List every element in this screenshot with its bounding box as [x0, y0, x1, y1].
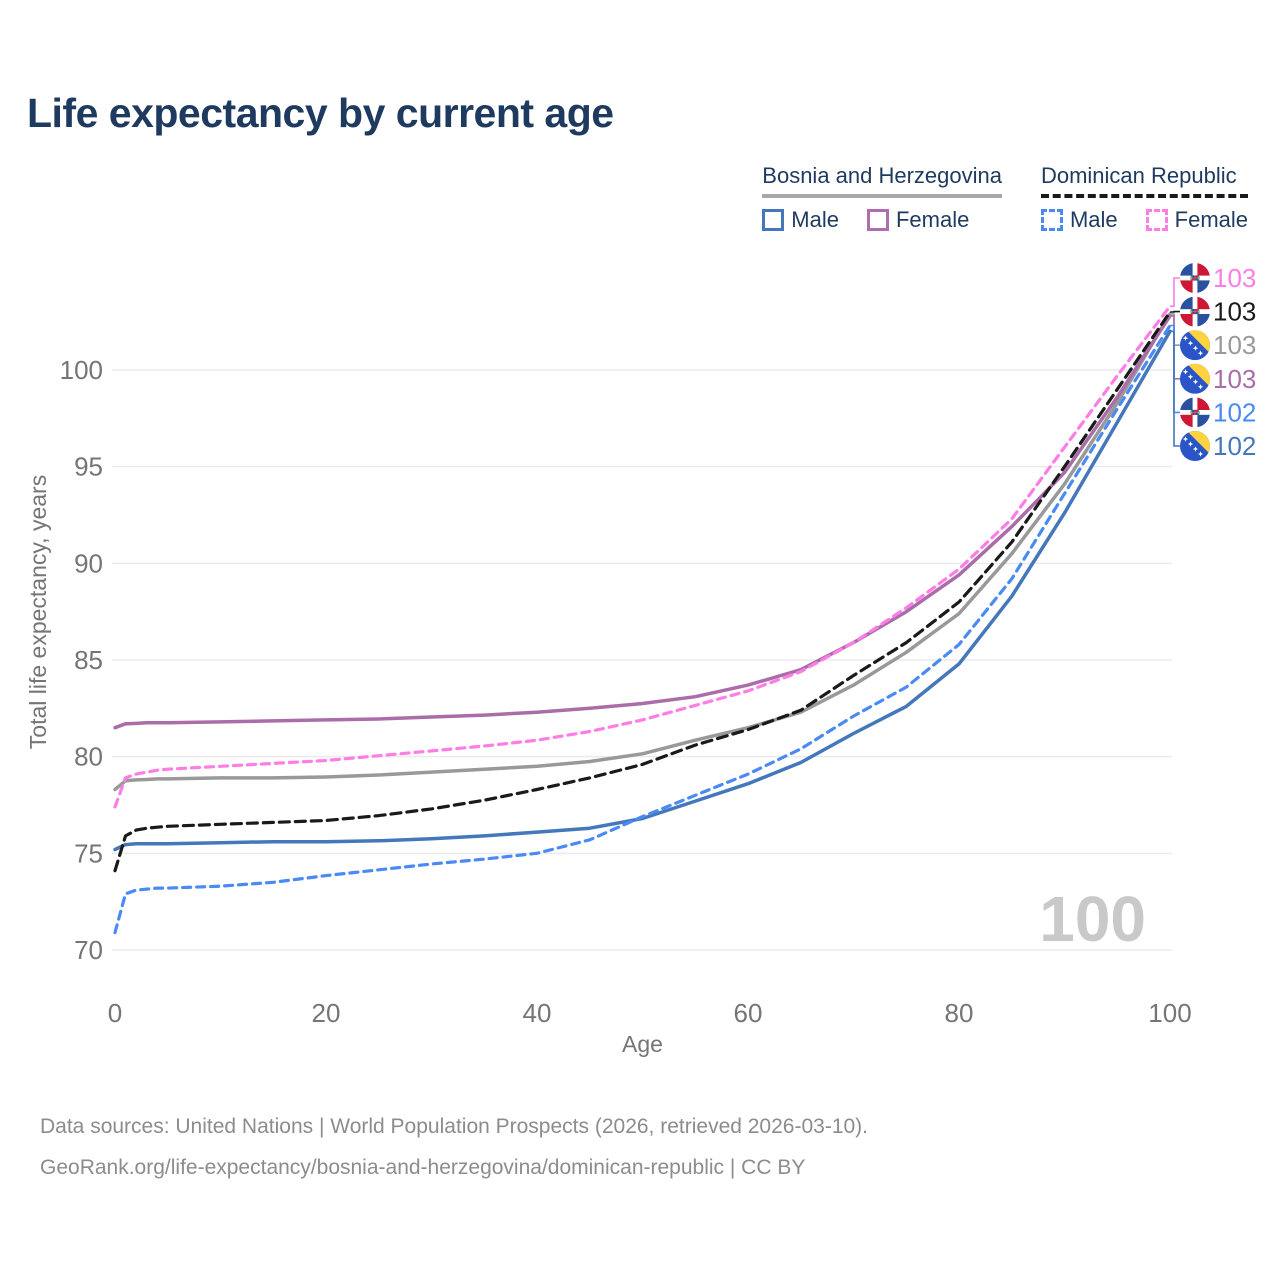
dominican-flag-icon: [1180, 263, 1210, 293]
end-label-leader: [1170, 324, 1180, 414]
y-tick-label: 100: [60, 355, 103, 385]
series-line: [113, 329, 1172, 852]
end-label-leader: [1170, 313, 1180, 346]
legend-item-label: Male: [791, 207, 839, 232]
end-label-leader: [1170, 330, 1180, 447]
legend-item-dominican-male[interactable]: Male: [1040, 207, 1118, 233]
legend-header-dominican[interactable]: Dominican Republic: [1040, 163, 1248, 198]
end-label-leader: [1170, 277, 1180, 307]
x-tick-label: 0: [108, 998, 122, 1028]
dominican-male-swatch-icon: [1040, 209, 1063, 231]
series-line: [113, 323, 1172, 935]
x-tick-label: 60: [734, 998, 763, 1028]
end-value-label: 103: [1213, 297, 1256, 327]
y-tick-label: 80: [74, 742, 103, 772]
y-tick-label: 85: [74, 645, 103, 675]
dominican-flag-icon: [1180, 397, 1210, 428]
dominican-female-swatch-icon: [1145, 209, 1168, 231]
series-line: [113, 304, 1172, 809]
legend-item-dominican-female[interactable]: Female: [1145, 207, 1248, 233]
end-value-label: 102: [1213, 397, 1256, 427]
end-value-label: 103: [1213, 364, 1256, 394]
end-value-label: 103: [1213, 330, 1256, 360]
bosnia-male-swatch-icon: [762, 209, 785, 231]
y-tick-label: 75: [74, 838, 103, 868]
bosnia-flag-icon: [1180, 330, 1210, 361]
x-axis-title: Age: [622, 1031, 663, 1057]
x-tick-label: 20: [312, 998, 341, 1028]
legend-item-label: Female: [895, 207, 970, 232]
age-watermark: 100: [1039, 883, 1146, 955]
legend-group-bosnia: Bosnia and Herzegovina Male Female: [762, 163, 1002, 233]
end-value-label: 102: [1213, 431, 1256, 461]
y-tick-label: 95: [74, 452, 103, 482]
legend-group-dominican: Dominican Republic Male Female: [1040, 163, 1248, 233]
dominican-flag-icon: [1180, 296, 1210, 327]
georank-url[interactable]: GeoRank.org/life-expectancy/bosnia-and-h…: [40, 1156, 806, 1179]
bosnia-flag-icon: [1180, 431, 1210, 461]
legend-item-bosnia-female[interactable]: Female: [866, 207, 970, 233]
data-sources-note: Data sources: United Nations | World Pop…: [40, 1106, 868, 1188]
y-axis-title: Total life expectancy, years: [25, 475, 51, 749]
x-tick-label: 100: [1148, 998, 1191, 1028]
x-tick-label: 40: [523, 998, 552, 1028]
legend-item-bosnia-male[interactable]: Male: [762, 207, 839, 233]
bosnia-female-swatch-icon: [866, 209, 889, 231]
series-line: [113, 314, 1172, 730]
legend-header-bosnia[interactable]: Bosnia and Herzegovina: [762, 163, 1002, 198]
x-tick-label: 80: [945, 998, 974, 1028]
y-tick-label: 70: [74, 935, 103, 965]
series-line: [113, 310, 1172, 873]
bosnia-flag-icon: [1180, 363, 1210, 394]
page-title: Life expectancy by current age: [27, 90, 614, 136]
data-sources-line: Data sources: United Nations | World Pop…: [40, 1115, 869, 1138]
legend-item-label: Male: [1069, 207, 1118, 232]
series-line: [113, 312, 1172, 792]
y-tick-label: 90: [74, 548, 103, 578]
legend-item-label: Female: [1174, 207, 1248, 232]
end-value-label: 103: [1213, 263, 1256, 293]
